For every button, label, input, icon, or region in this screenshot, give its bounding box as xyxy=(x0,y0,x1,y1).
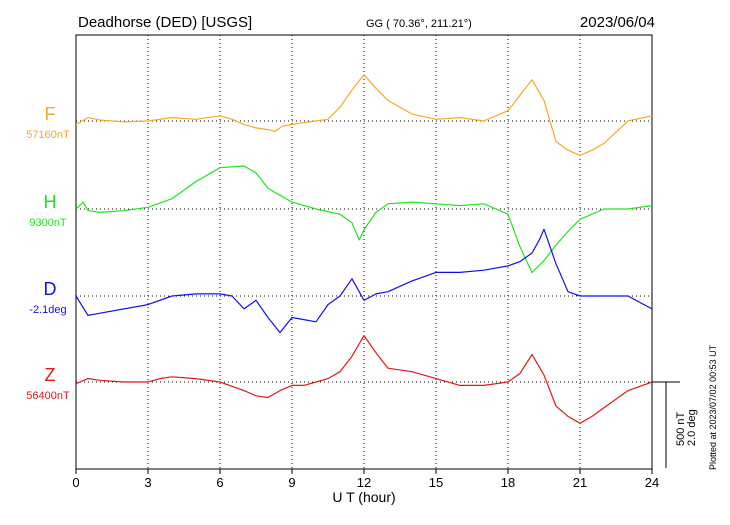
station-title: Deadhorse (DED) [USGS] xyxy=(78,14,252,31)
series-line-d xyxy=(75,228,653,334)
series-baseline-d: -2.1deg xyxy=(29,304,66,316)
scale-bar-label-nt: 500 nT xyxy=(675,411,687,446)
series-name-d: D xyxy=(44,279,57,299)
series-baseline-h: 9300nT xyxy=(29,217,67,229)
label-layer: F 57160nT H 9300nT D -2.1deg Z 56400nT xyxy=(26,104,70,402)
x-tick-label: 9 xyxy=(288,475,295,490)
x-tick-label: 24 xyxy=(645,475,659,490)
x-axis-label: U T (hour) xyxy=(332,489,395,505)
x-tick-label: 12 xyxy=(357,475,371,490)
series-layer xyxy=(75,73,653,424)
tick-layer: 0 3 6 9 12 15 18 21 24 xyxy=(72,469,659,490)
station-coords: GG ( 70.36°, 211.21°) xyxy=(366,18,472,30)
plot-date: 2023/06/04 xyxy=(580,14,655,31)
scale-bar-label-deg: 2.0 deg xyxy=(686,409,698,446)
series-line-f xyxy=(75,73,653,156)
x-tick-label: 18 xyxy=(501,475,515,490)
x-tick-label: 6 xyxy=(216,475,223,490)
plotted-at-note: Plotted at 2023/07/02 00:53 UT xyxy=(708,344,718,470)
series-name-z: Z xyxy=(45,365,56,385)
series-line-z xyxy=(75,335,653,424)
x-tick-label: 21 xyxy=(573,475,587,490)
x-tick-label: 15 xyxy=(429,475,443,490)
series-baseline-z: 56400nT xyxy=(26,390,70,402)
series-line-h xyxy=(75,165,653,274)
grid-layer xyxy=(76,35,652,469)
series-name-h: H xyxy=(44,192,57,212)
series-baseline-f: 57160nT xyxy=(26,129,70,141)
x-tick-label: 3 xyxy=(144,475,151,490)
x-tick-label: 0 xyxy=(72,475,79,490)
series-name-f: F xyxy=(45,104,56,124)
